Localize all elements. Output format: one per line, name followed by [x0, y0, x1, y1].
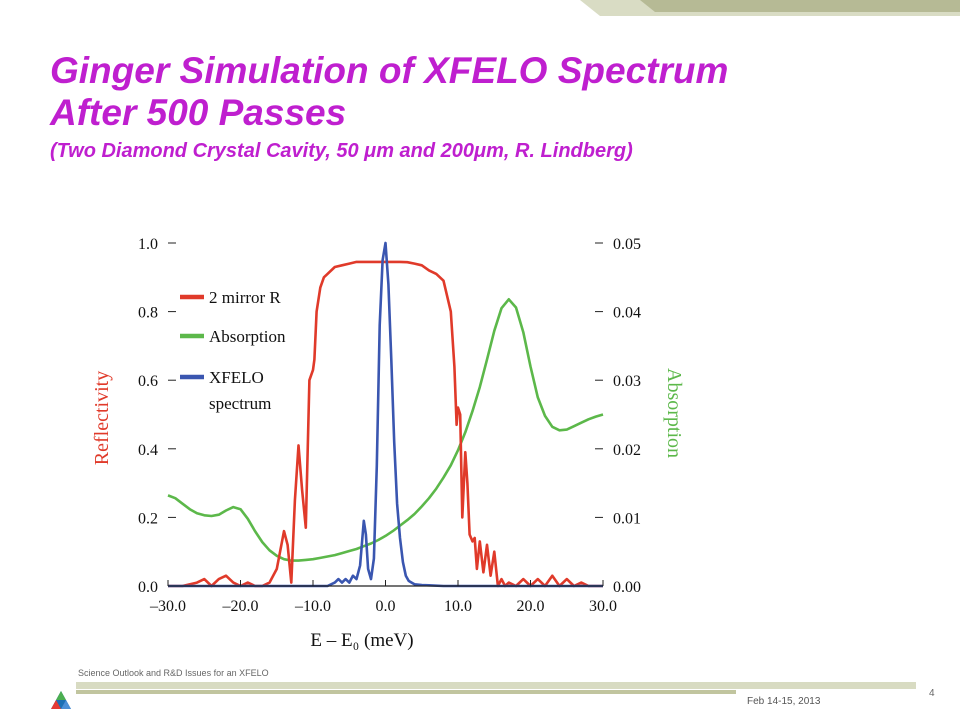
triangle-logo-icon: [51, 691, 71, 709]
title-line-2: After 500 Passes: [50, 92, 347, 133]
series-line-xfelo-spectrum: [168, 241, 603, 588]
legend-label: XFELO: [209, 368, 264, 387]
y-right-tick-label: 0.00: [613, 579, 641, 596]
footer-text: Science Outlook and R&D Issues for an XF…: [78, 668, 269, 678]
x-tick-label: 30.0: [589, 598, 617, 615]
y-left-tick-label: 1.0: [138, 236, 158, 253]
legend: 2 mirror R Absorption XFELO spectrum: [180, 288, 286, 413]
y-left-tick-label: 0.2: [138, 510, 158, 527]
y-right-tick-label: 0.01: [613, 510, 641, 527]
footer-date: Feb 14-15, 2013: [747, 696, 821, 707]
series-line-absorption: [167, 297, 604, 562]
title-subtitle: (Two Diamond Crystal Cavity, 50 μm and 2…: [50, 140, 633, 162]
y-axis-label-left: Reflectivity: [91, 371, 113, 465]
y-axis-label-right: Absorption: [663, 368, 685, 458]
legend-label: spectrum: [209, 394, 271, 413]
x-tick-label: 20.0: [517, 598, 545, 615]
x-tick-label: –20.0: [222, 598, 259, 615]
y-right-tick-label: 0.04: [613, 305, 641, 322]
footer-band-top: [76, 682, 916, 689]
footer-band-bottom: [76, 690, 736, 694]
y-right-tick-label: 0.05: [613, 236, 641, 253]
x-tick-label: 0.0: [376, 598, 396, 615]
legend-label: 2 mirror R: [209, 288, 281, 307]
top-band-dark: [640, 0, 960, 12]
axes-layer: 0.0 0.2 0.4 0.6 0.8 1.0 0.00 0.01 0.02 0.03 0.04 0.…: [138, 236, 641, 615]
x-tick-label: –10.0: [294, 598, 331, 615]
series-line-2-mirror-r: [168, 260, 603, 588]
title-line-1: Ginger Simulation of XFELO Spectrum: [50, 50, 729, 91]
page-number: 4: [929, 688, 935, 699]
series-layer: [167, 241, 604, 588]
y-left-tick-label: 0.4: [138, 442, 158, 459]
x-tick-label: –30.0: [149, 598, 186, 615]
slide-title: Ginger Simulation of XFELO Spectrum Afte…: [50, 50, 930, 164]
top-accent-band: [580, 0, 960, 16]
y-right-tick-label: 0.03: [613, 373, 641, 390]
y-right-tick-label: 0.02: [613, 442, 641, 459]
y-left-tick-label: 0.0: [138, 579, 158, 596]
x-axis-label: E – E₀ (meV): [310, 630, 413, 651]
y-left-tick-label: 0.6: [138, 373, 158, 390]
legend-label: Absorption: [209, 327, 286, 346]
y-left-tick-label: 0.8: [138, 305, 158, 322]
x-tick-label: 10.0: [444, 598, 472, 615]
